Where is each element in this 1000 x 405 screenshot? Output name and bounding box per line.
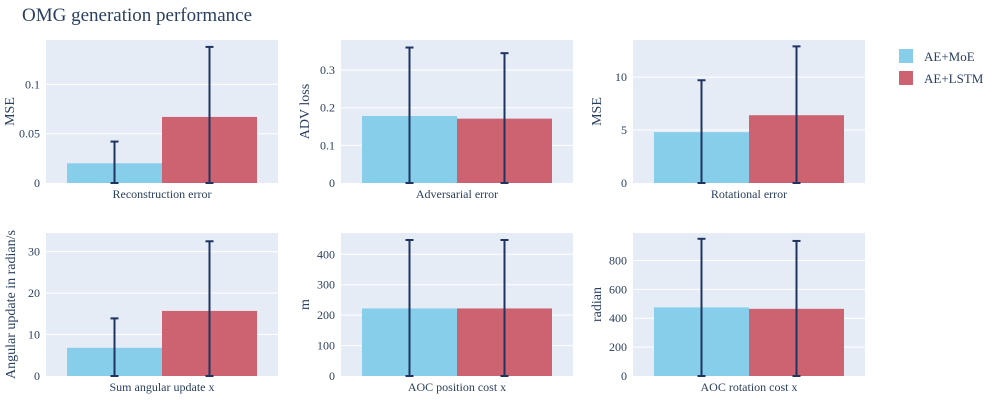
y-tick-label: 0.05 xyxy=(19,127,40,141)
y-tick-label: 300 xyxy=(317,278,335,292)
y-axis-label: MSE xyxy=(3,97,18,126)
y-tick-label: 0 xyxy=(329,176,335,190)
chart-title: OMG generation performance xyxy=(22,5,252,26)
y-tick-label: 200 xyxy=(317,308,335,322)
legend-item[interactable]: AE+MoE xyxy=(899,49,975,64)
y-tick-label: 0 xyxy=(34,176,40,190)
y-tick-label: 0 xyxy=(34,369,40,383)
subplot-6: 0 200 400 600 800 AOC rotation cost x radian xyxy=(590,233,865,394)
y-tick-label: 800 xyxy=(609,253,627,267)
x-tick-label: Reconstruction error xyxy=(113,187,212,201)
y-tick-label: 10 xyxy=(615,70,627,84)
y-axis-label: Angular update in radian/s xyxy=(4,230,19,379)
subplot-1: 0 0.05 0.1 Reconstruction error MSE xyxy=(3,40,278,201)
x-tick-label: Rotational error xyxy=(711,187,787,201)
legend-swatch xyxy=(899,49,913,63)
x-tick-label: Adversarial error xyxy=(416,187,498,201)
legend-label: AE+MoE xyxy=(924,49,975,64)
subplot-5: 0 100 200 300 400 AOC position cost x m xyxy=(298,233,573,394)
y-tick-label: 0 xyxy=(621,176,627,190)
y-tick-label: 5 xyxy=(621,123,627,137)
y-tick-label: 600 xyxy=(609,282,627,296)
legend-label: AE+LSTM xyxy=(924,71,984,86)
y-tick-label: 0 xyxy=(329,369,335,383)
y-tick-label: 0.3 xyxy=(320,63,335,77)
subplot-2: 0 0.1 0.2 0.3 Adversarial error ADV loss xyxy=(298,40,573,201)
legend-swatch xyxy=(899,71,913,85)
y-tick-label: 400 xyxy=(609,311,627,325)
y-tick-label: 400 xyxy=(317,247,335,261)
legend-item[interactable]: AE+LSTM xyxy=(899,71,984,86)
subplot-3: 0 5 10 Rotational error MSE xyxy=(590,40,865,201)
y-tick-label: 20 xyxy=(28,286,40,300)
y-tick-label: 100 xyxy=(317,339,335,353)
x-tick-label: AOC rotation cost x xyxy=(701,380,798,394)
y-axis-label: radian xyxy=(590,287,605,322)
x-tick-label: AOC position cost x xyxy=(408,380,506,394)
y-tick-label: 0.1 xyxy=(25,77,40,91)
y-tick-label: 0 xyxy=(621,369,627,383)
y-tick-label: 0.1 xyxy=(320,138,335,152)
subplots: 0 0.05 0.1 Reconstruction error MSE 0 0.1 0.2 0.… xyxy=(3,40,865,394)
y-tick-label: 10 xyxy=(28,328,40,342)
y-tick-label: 200 xyxy=(609,340,627,354)
y-tick-label: 0.2 xyxy=(320,101,335,115)
subplot-4: 0 10 20 30 Sum angular update x Angular updat… xyxy=(4,230,278,394)
y-axis-label: ADV loss xyxy=(298,84,313,139)
y-axis-label: MSE xyxy=(590,97,605,126)
x-tick-label: Sum angular update x xyxy=(110,380,215,394)
y-axis-label: m xyxy=(298,299,313,310)
y-tick-label: 30 xyxy=(28,245,40,259)
legend[interactable]: AE+MoE AE+LSTM xyxy=(899,49,984,86)
